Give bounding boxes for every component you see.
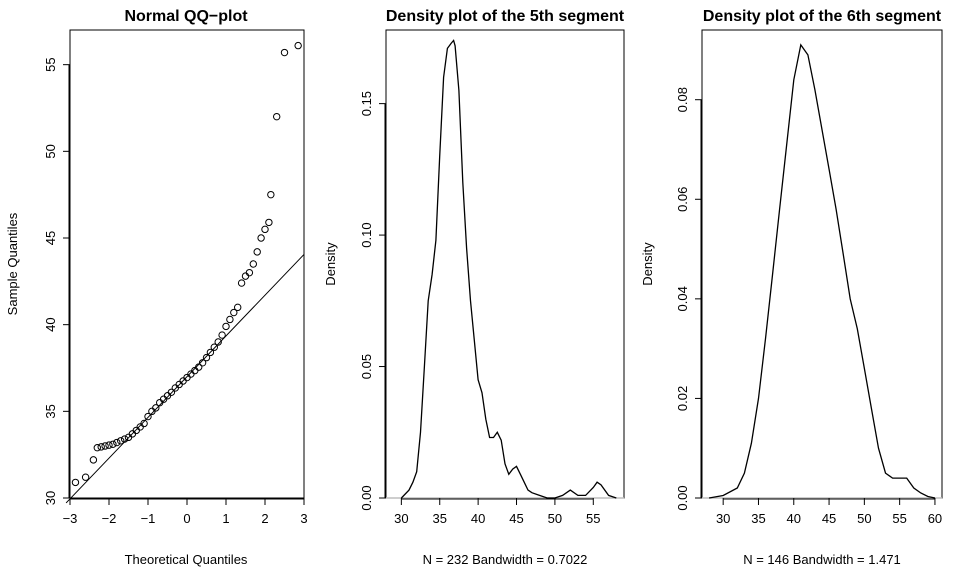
density-6-curve bbox=[708, 43, 936, 499]
density-5-ylabel: Density bbox=[323, 242, 338, 286]
density-5-panel: Density plot of the 5th segment N = 232 … bbox=[323, 8, 625, 567]
qq-point bbox=[230, 308, 238, 317]
qq-x-tick-label: 0 bbox=[183, 511, 190, 526]
density-6-frame bbox=[701, 29, 943, 499]
density-6-x-tick-label: 50 bbox=[857, 511, 871, 526]
qq-x-tick-label: 1 bbox=[222, 511, 229, 526]
qq-point bbox=[132, 426, 141, 435]
density-5-x-tick-label: 55 bbox=[586, 511, 600, 526]
qq-point bbox=[163, 392, 172, 400]
density-5-x-tick-label: 50 bbox=[548, 511, 562, 526]
qq-point bbox=[273, 112, 281, 121]
qq-y-tick-label: 45 bbox=[43, 231, 58, 245]
density-6-x-tick-label: 45 bbox=[822, 511, 836, 526]
qq-ylabel: Sample Quantiles bbox=[5, 212, 20, 315]
density-6-x-tick-label: 35 bbox=[751, 511, 765, 526]
density-6-y-tick-label: 0.02 bbox=[675, 386, 690, 411]
density-5-y-tick-label: 0.10 bbox=[359, 222, 374, 247]
qq-point bbox=[257, 234, 265, 242]
qq-point bbox=[206, 348, 215, 357]
qq-point bbox=[210, 343, 219, 351]
qq-x-tick-label: −3 bbox=[63, 511, 78, 526]
qq-point bbox=[280, 48, 289, 57]
density-5-y-tick-label: 0.00 bbox=[359, 485, 374, 510]
density-6-x-tick-label: 55 bbox=[892, 511, 906, 526]
qq-point bbox=[245, 268, 254, 277]
density-6-y-tick-label: 0.08 bbox=[675, 87, 690, 112]
qq-point bbox=[171, 384, 180, 392]
qq-point bbox=[218, 331, 226, 339]
qq-point bbox=[198, 359, 207, 367]
qq-point bbox=[144, 412, 152, 421]
qq-point bbox=[167, 388, 176, 396]
qq-point bbox=[140, 419, 148, 428]
qq-point bbox=[109, 440, 117, 448]
qq-x-tick-label: −1 bbox=[141, 511, 156, 526]
qq-y-tick-label: 35 bbox=[43, 404, 58, 418]
qq-y-tick-label: 40 bbox=[43, 317, 58, 331]
qq-point bbox=[105, 441, 113, 449]
qq-point bbox=[202, 353, 211, 362]
qq-x-tick-label: 2 bbox=[261, 511, 268, 526]
density-5-y-tick-label: 0.05 bbox=[359, 354, 374, 379]
qq-point bbox=[237, 279, 246, 287]
density-5-y-tick-label: 0.15 bbox=[359, 91, 374, 116]
qq-point bbox=[249, 260, 258, 268]
density-6-y-tick-label: 0.00 bbox=[675, 485, 690, 510]
density-5-x-tick-label: 40 bbox=[471, 511, 485, 526]
density-6-title: Density plot of the 6th segment bbox=[703, 8, 942, 25]
density-5-x-tick-label: 45 bbox=[509, 511, 523, 526]
density-5-frame bbox=[385, 29, 625, 499]
qq-point bbox=[93, 444, 102, 452]
density-6-panel: Density plot of the 6th segment N = 146 … bbox=[640, 8, 943, 567]
qq-point bbox=[265, 218, 273, 227]
qq-point bbox=[234, 303, 242, 312]
density-6-y-tick-label: 0.06 bbox=[675, 187, 690, 212]
qq-point bbox=[222, 322, 230, 331]
qq-point bbox=[183, 373, 191, 382]
qq-point bbox=[113, 438, 121, 447]
qq-point bbox=[226, 315, 234, 324]
qq-point bbox=[241, 272, 250, 280]
qq-x-tick-label: −2 bbox=[102, 511, 117, 526]
qq-point bbox=[294, 41, 302, 50]
density-5-xlabel: N = 232 Bandwidth = 0.7022 bbox=[423, 552, 588, 567]
density-5-x-tick-label: 35 bbox=[433, 511, 447, 526]
qq-y-tick-label: 30 bbox=[43, 491, 58, 505]
density-6-x-tick-label: 40 bbox=[787, 511, 801, 526]
qq-xlabel: Theoretical Quantiles bbox=[125, 552, 248, 567]
qq-point bbox=[187, 370, 195, 378]
qq-frame bbox=[69, 29, 305, 499]
density-5-title: Density plot of the 5th segment bbox=[386, 8, 625, 25]
qq-point bbox=[152, 404, 160, 412]
qq-point bbox=[120, 435, 129, 443]
density-6-x-tick-label: 30 bbox=[716, 511, 730, 526]
qq-y-tick-label: 50 bbox=[43, 144, 58, 158]
density-5-curve bbox=[400, 39, 617, 499]
qq-point bbox=[214, 338, 222, 346]
qq-point bbox=[195, 363, 203, 371]
qq-point bbox=[117, 437, 125, 445]
qq-title: Normal QQ−plot bbox=[124, 8, 248, 25]
qq-point bbox=[81, 473, 90, 481]
qq-point bbox=[97, 443, 105, 451]
qq-point bbox=[101, 442, 109, 450]
qq-point bbox=[253, 248, 261, 256]
qq-point bbox=[71, 478, 80, 487]
qq-y-tick-label: 55 bbox=[43, 57, 58, 71]
qq-x-tick-label: 3 bbox=[300, 511, 307, 526]
qq-point bbox=[136, 423, 144, 431]
density-6-xlabel: N = 146 Bandwidth = 1.471 bbox=[743, 552, 901, 567]
qq-point bbox=[267, 190, 275, 199]
qq-panel: Normal QQ−plot Theoretical Quantiles Sam… bbox=[5, 8, 308, 567]
density-6-x-tick-label: 60 bbox=[928, 511, 942, 526]
density-5-x-tick-label: 30 bbox=[394, 511, 408, 526]
qq-point bbox=[89, 456, 98, 464]
density-6-y-tick-label: 0.04 bbox=[675, 286, 690, 311]
qq-point bbox=[261, 225, 269, 234]
density-6-ylabel: Density bbox=[640, 242, 655, 286]
